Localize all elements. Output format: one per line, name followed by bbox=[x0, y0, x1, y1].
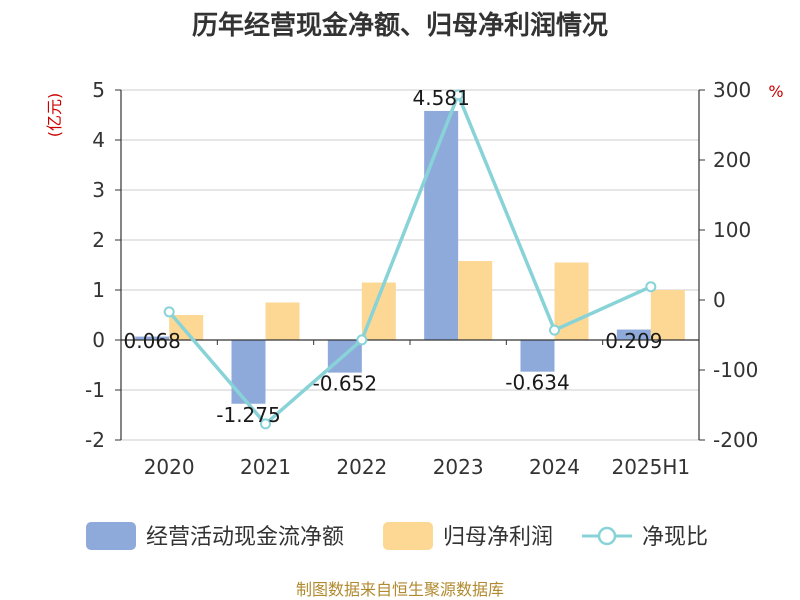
bar-operating-cash-flow bbox=[135, 336, 170, 340]
bar-operating-cash-flow bbox=[231, 340, 266, 404]
bar-operating-cash-flow bbox=[424, 110, 459, 340]
bar-net-profit bbox=[265, 302, 300, 340]
x-axis-category-label: 2020 bbox=[144, 455, 195, 479]
axes-group: -2 -1 0 1 2 3 4 5 -200 -100 0 100 200 300 2020 2021 2022… bbox=[85, 78, 758, 479]
right-axis-tick-label: 200 bbox=[713, 148, 751, 172]
grid-lines bbox=[121, 89, 699, 441]
right-axis-tick-label: 300 bbox=[713, 78, 751, 102]
left-axis-tick-label: 0 bbox=[92, 328, 105, 352]
left-axis-tick-label: 4 bbox=[92, 128, 105, 152]
x-axis-category-label: 2022 bbox=[336, 455, 387, 479]
bar-operating-cash-flow bbox=[616, 329, 651, 340]
legend-label: 归母净利润 bbox=[443, 525, 553, 550]
chart-title: 历年经营现金净额、归母净利润情况 bbox=[192, 10, 608, 41]
data-labels-group: 0.068 -1.275 -0.652 4.581 -0.634 0.209 bbox=[124, 86, 663, 427]
right-axis-tick-label: 0 bbox=[713, 288, 726, 312]
legend-label: 净现比 bbox=[642, 525, 708, 550]
source-note: 制图数据来自恒生聚源数据库 bbox=[296, 580, 504, 599]
left-axis-tick-label: -2 bbox=[85, 428, 105, 452]
bar-net-profit bbox=[458, 261, 493, 340]
left-axis-unit: (亿元) bbox=[45, 93, 64, 138]
left-axis-tick-label: 1 bbox=[92, 278, 105, 302]
legend-label: 经营活动现金流净额 bbox=[146, 525, 344, 550]
bar-data-label: 0.209 bbox=[605, 329, 662, 353]
legend: 经营活动现金流净额 归母净利润 净现比 bbox=[86, 522, 708, 550]
line-point-net-cash-ratio bbox=[356, 334, 368, 346]
line-net-cash-ratio bbox=[167, 93, 652, 426]
left-axis-tick-label: 5 bbox=[92, 78, 105, 102]
left-axis-tick-label: 3 bbox=[92, 178, 105, 202]
line-point-net-cash-ratio bbox=[163, 306, 175, 318]
right-axis-tick-label: -100 bbox=[713, 358, 758, 382]
line-point-net-cash-ratio bbox=[260, 418, 271, 430]
bar-data-label: 0.068 bbox=[124, 329, 181, 353]
bar-data-label: -0.634 bbox=[505, 371, 569, 395]
bar-data-label: 4.581 bbox=[413, 86, 470, 110]
bar-net-profit bbox=[650, 290, 685, 340]
line-point-net-cash-ratio bbox=[549, 324, 560, 336]
right-axis-tick-label: -200 bbox=[713, 428, 758, 452]
left-axis-tick-label: -1 bbox=[85, 378, 105, 402]
legend-swatch-marker bbox=[597, 526, 617, 546]
bar-operating-cash-flow bbox=[520, 340, 555, 372]
x-axis-category-label: 2021 bbox=[240, 455, 291, 479]
bar-data-label: -1.275 bbox=[216, 403, 280, 427]
bar-series-group bbox=[135, 110, 685, 404]
line-point-net-cash-ratio bbox=[452, 89, 464, 101]
x-axis-category-label: 2024 bbox=[529, 455, 580, 479]
right-axis-tick-label: 100 bbox=[713, 218, 751, 242]
x-axis-category-label: 2023 bbox=[433, 455, 484, 479]
line-series-group bbox=[163, 89, 657, 430]
legend-swatch bbox=[383, 522, 433, 550]
legend-swatch bbox=[86, 522, 136, 550]
x-axis-category-label: 2025H1 bbox=[611, 455, 690, 479]
left-axis-tick-label: 2 bbox=[92, 228, 105, 252]
right-axis-unit: % bbox=[768, 82, 783, 101]
bar-data-label: -0.652 bbox=[313, 372, 377, 396]
line-point-net-cash-ratio bbox=[645, 281, 657, 293]
